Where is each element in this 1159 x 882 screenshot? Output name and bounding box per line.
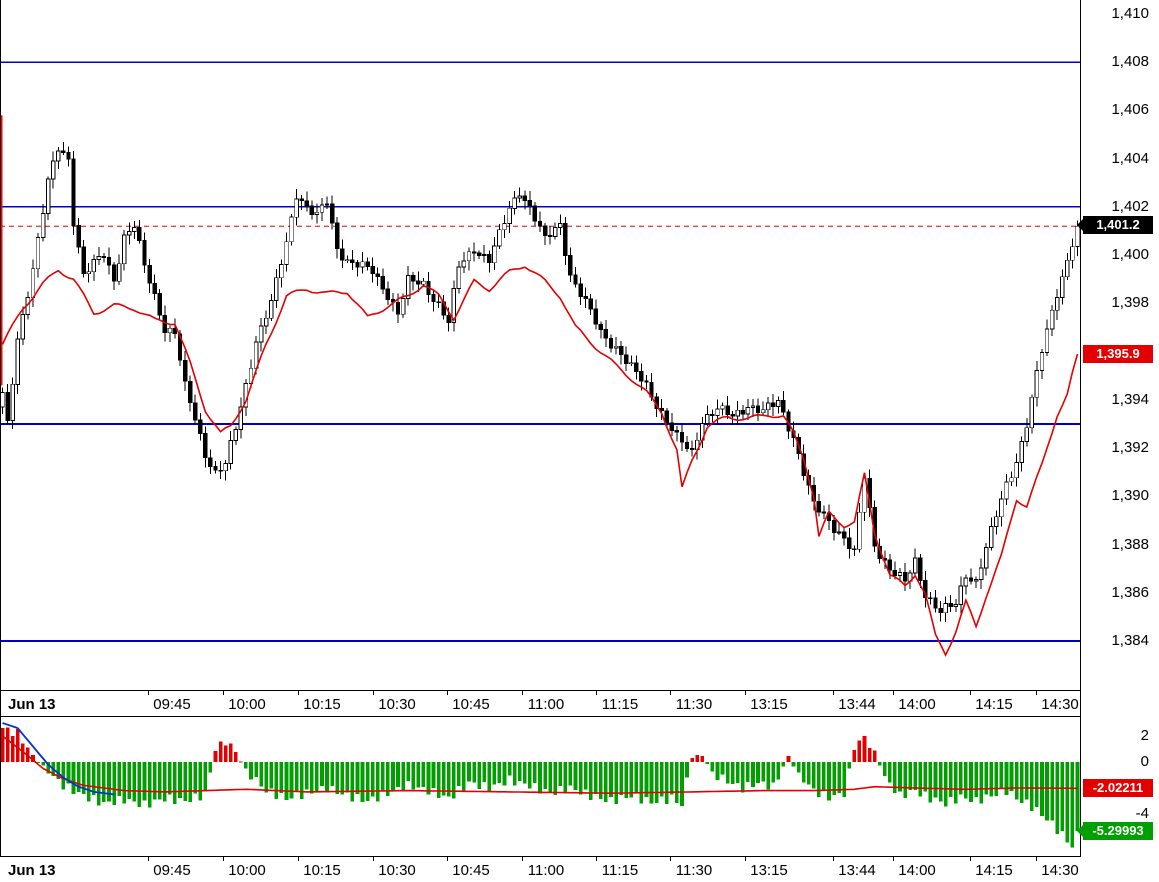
price-panel-bottom-border: [0, 690, 1081, 691]
price-tick-label: 1,404: [1111, 150, 1149, 167]
time-label: 14:30: [1041, 862, 1079, 879]
time-label: 10:45: [452, 862, 490, 879]
time-label: Jun 13: [8, 696, 56, 713]
indicator-tick-label: 2: [1140, 727, 1149, 744]
time-label: 10:00: [228, 696, 266, 713]
time-tick: [833, 691, 834, 695]
time-label: 10:15: [303, 696, 341, 713]
price-tick-label: 1,392: [1111, 439, 1149, 456]
time-tick: [148, 691, 149, 695]
price-tick-label: 1,398: [1111, 294, 1149, 311]
candles-layer: [0, 141, 1080, 622]
price-tick-label: 1,386: [1111, 584, 1149, 601]
time-tick: [298, 857, 299, 861]
session-open-mark: [0, 115, 3, 386]
indicator-tick-label: -4: [1135, 805, 1149, 822]
time-axis-indicator: Jun 13 09:45 10:00 10:15 10:30 10:45 11:00 11:1…: [0, 857, 1159, 882]
fast-line: [2, 722, 115, 796]
time-label: 11:30: [675, 696, 713, 713]
time-label: 14:15: [975, 696, 1013, 713]
ma-value-tag: 1,395.9: [1083, 345, 1153, 363]
time-label: 13:15: [750, 696, 788, 713]
level-lines-layer: [0, 61, 1080, 642]
price-chart-panel[interactable]: [0, 0, 1081, 691]
time-label: 10:30: [378, 862, 416, 879]
time-tick: [298, 691, 299, 695]
time-axis-main: Jun 13 09:45 10:00 10:15 10:30 10:45 11:00 11:1…: [0, 691, 1159, 717]
last-price-tag: 1,401.2: [1077, 216, 1153, 234]
signal-line: [2, 735, 1078, 795]
time-tick: [745, 857, 746, 861]
time-label: Jun 13: [8, 862, 56, 879]
time-tick: [522, 857, 523, 861]
time-tick: [148, 857, 149, 861]
price-tick-label: 1,388: [1111, 536, 1149, 553]
time-tick: [596, 857, 597, 861]
time-tick: [833, 857, 834, 861]
time-label: 13:44: [838, 862, 876, 879]
time-tick: [522, 691, 523, 695]
time-tick: [970, 857, 971, 861]
time-label: 10:15: [303, 862, 341, 879]
moving-average-line: [1, 266, 1079, 657]
time-tick: [223, 691, 224, 695]
time-tick: [670, 857, 671, 861]
left-chart-border: [0, 0, 1, 857]
time-label: 13:44: [838, 696, 876, 713]
price-tick-label: 1,384: [1111, 632, 1149, 649]
time-label: 10:45: [452, 696, 490, 713]
time-tick: [373, 691, 374, 695]
price-tick-label: 1,390: [1111, 487, 1149, 504]
time-tick: [373, 857, 374, 861]
time-tick: [745, 691, 746, 695]
time-label: 14:30: [1041, 696, 1079, 713]
time-tick: [893, 691, 894, 695]
time-label: 14:15: [975, 862, 1013, 879]
time-tick: [447, 691, 448, 695]
price-tick-label: 1,408: [1111, 53, 1149, 70]
signal-value-tag: -2.02211: [1083, 779, 1153, 797]
price-axis: 1,410 1,408 1,406 1,404 1,402 1,400 1,398 1,394…: [1081, 0, 1159, 882]
signal-value: -2.02211: [1092, 780, 1144, 795]
time-tick: [1036, 857, 1037, 861]
time-tick: [223, 857, 224, 861]
histogram-layer: [0, 727, 1080, 848]
time-label: 11:15: [601, 696, 639, 713]
last-price-value: 1,401.2: [1096, 217, 1140, 232]
price-tick-label: 1,406: [1111, 101, 1149, 118]
price-tick-label: 1,402: [1111, 198, 1149, 215]
time-tick: [893, 857, 894, 861]
time-tick: [670, 691, 671, 695]
time-label: 14:00: [898, 696, 936, 713]
time-label: 11:15: [601, 862, 639, 879]
time-label: 11:00: [527, 862, 565, 879]
ma-value: 1,395.9: [1096, 346, 1140, 361]
time-tick: [447, 857, 448, 861]
time-tick: [1036, 691, 1037, 695]
time-label: 10:00: [228, 862, 266, 879]
time-tick: [970, 691, 971, 695]
time-label: 13:15: [750, 862, 788, 879]
indicator-panel-top-border: [0, 716, 1081, 717]
price-tick-label: 1,394: [1111, 391, 1149, 408]
indicator-panel-bottom-border: [0, 856, 1081, 857]
time-label: 14:00: [898, 862, 936, 879]
time-tick: [596, 691, 597, 695]
price-chart-canvas: [0, 61, 1080, 657]
right-axis-line: [1080, 0, 1081, 857]
time-label: 11:30: [675, 862, 713, 879]
time-label: 10:30: [378, 696, 416, 713]
time-label: 09:45: [153, 862, 191, 879]
histogram-value: -5.29993: [1092, 823, 1144, 838]
indicator-panel[interactable]: [0, 717, 1081, 856]
price-tick-label: 1,410: [1111, 5, 1149, 22]
indicator-canvas: [0, 722, 1080, 848]
time-label: 09:45: [153, 696, 191, 713]
price-tick-label: 1,400: [1111, 246, 1149, 263]
indicator-tick-label: 0: [1140, 753, 1149, 770]
time-label: 11:00: [527, 696, 565, 713]
histogram-value-tag: -5.29993: [1077, 822, 1153, 840]
